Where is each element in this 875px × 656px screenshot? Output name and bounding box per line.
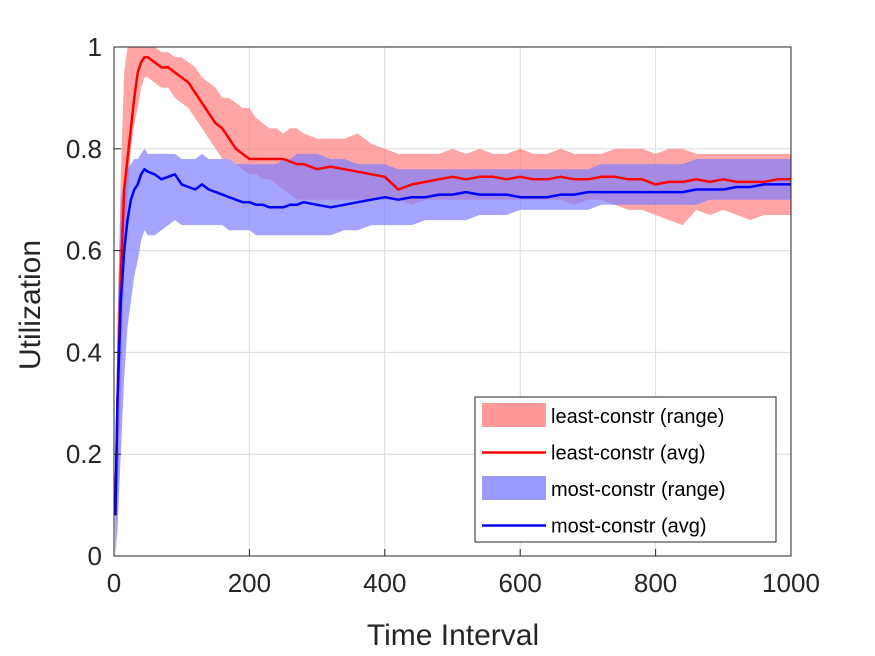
x-tick-label: 600 [499,568,542,598]
legend-swatch-patch [482,476,546,500]
y-tick-label: 0 [88,541,102,571]
y-tick-label: 0.8 [66,134,102,164]
plot-area: 0 200 400 600 800 1000 0 0.2 0.4 0.6 0.8 1 [66,32,820,598]
y-tick-label: 0.4 [66,337,102,367]
y-tick-label: 0.2 [66,439,102,469]
legend: least-constr (range) least-constr (avg) mo… [474,396,777,543]
legend-label: most-constr (avg) [551,516,707,538]
x-tick-label: 0 [107,568,121,598]
x-tick-label: 1000 [762,568,820,598]
legend-items: least-constr (range) least-constr (avg) mo… [482,403,726,538]
legend-label: least-constr (avg) [551,443,706,465]
x-tick-label: 200 [228,568,271,598]
average-lines [114,55,791,516]
x-tick-label: 800 [634,568,677,598]
legend-swatch-patch [482,403,546,427]
y-tick-label: 1 [88,32,102,62]
legend-label: least-constr (range) [551,406,724,428]
axes-box [113,46,792,557]
x-tick-label: 400 [363,568,406,598]
y-tick-label: 0.6 [66,236,102,266]
y-axis-title: Utilization [14,240,47,370]
x-axis-title: Time Interval [367,619,539,652]
most-constr-avg-line [114,167,791,516]
ticks: 0 200 400 600 800 1000 0 0.2 0.4 0.6 0.8 1 [66,32,820,598]
legend-label: most-constr (range) [551,479,726,501]
least-constr-avg-line [114,55,791,516]
